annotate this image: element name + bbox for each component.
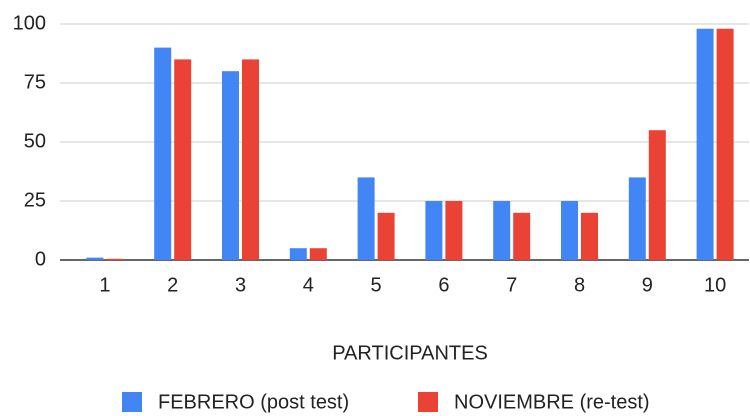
y-tick-label: 100: [13, 12, 46, 34]
bar: [493, 201, 511, 260]
bar: [242, 59, 259, 261]
x-tick-label: 8: [574, 274, 585, 296]
y-tick-label: 50: [24, 130, 46, 152]
y-tick-label: 25: [24, 189, 46, 211]
bar: [561, 201, 578, 260]
bar: [174, 59, 192, 261]
legend-swatch: [122, 392, 142, 412]
x-tick-label: 6: [438, 274, 449, 296]
x-tick-label: 4: [303, 274, 314, 296]
legend-swatch: [418, 392, 438, 412]
x-axis-label: PARTICIPANTES: [332, 342, 488, 364]
x-tick-label: 1: [99, 274, 110, 296]
bar: [377, 212, 395, 260]
x-tick-label: 3: [235, 274, 246, 296]
bar: [106, 258, 124, 260]
bar: [628, 177, 646, 260]
x-tick-label: 5: [371, 274, 382, 296]
bar: [154, 47, 172, 260]
bar: [222, 71, 239, 260]
y-tick-label: 0: [35, 248, 46, 270]
y-tick-label: 75: [24, 71, 46, 93]
x-tick-label: 7: [506, 274, 517, 296]
bar: [309, 248, 327, 260]
bar: [648, 130, 666, 260]
bar: [289, 248, 307, 260]
legend-label: FEBRERO (post test): [158, 391, 349, 413]
legend-label: NOVIEMBRE (re-test): [454, 391, 650, 413]
x-tick-label: 2: [167, 274, 178, 296]
bar: [357, 177, 375, 260]
x-tick-label: 10: [704, 274, 726, 296]
bar: [696, 28, 714, 260]
bar: [716, 28, 734, 260]
bar: [425, 201, 443, 260]
x-tick-label: 9: [642, 274, 653, 296]
bar: [445, 201, 463, 260]
bar: [581, 212, 598, 260]
bar: [513, 212, 531, 260]
bar: [86, 257, 104, 260]
